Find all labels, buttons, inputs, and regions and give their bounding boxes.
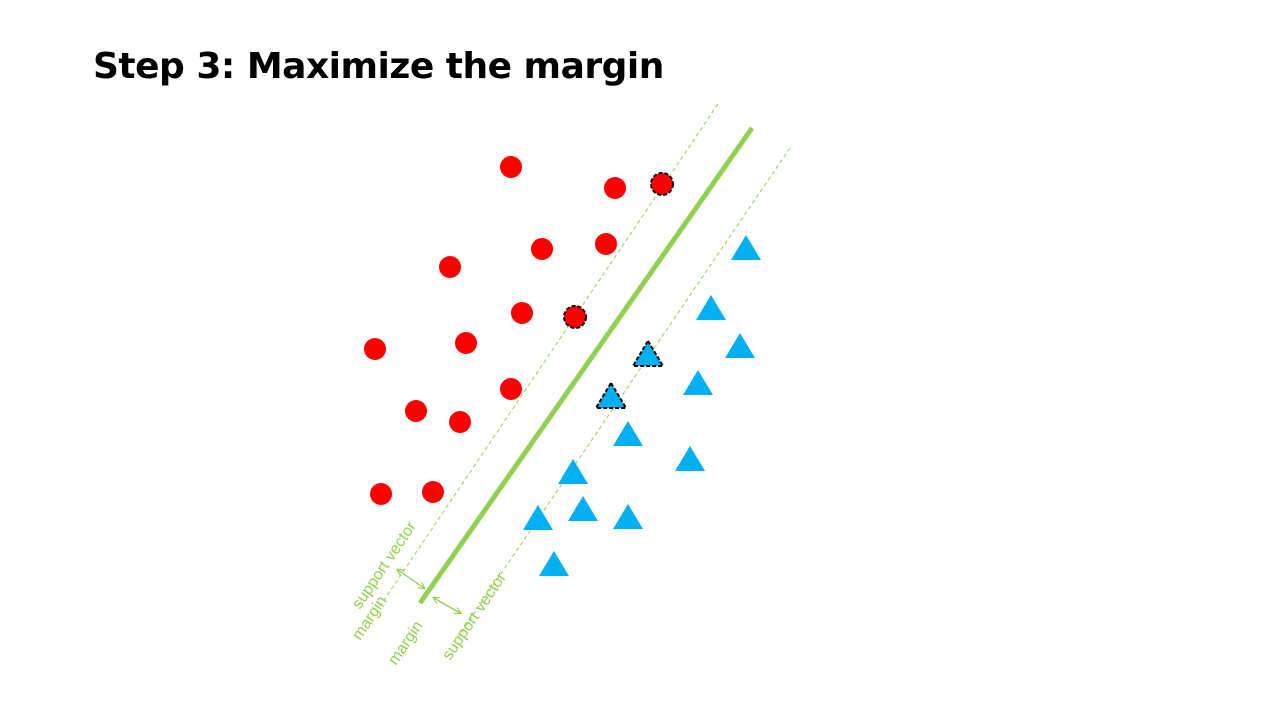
class-b-point bbox=[613, 421, 643, 446]
class-b-support-vector bbox=[631, 339, 665, 367]
class-b-point bbox=[613, 504, 643, 529]
class-a-points bbox=[364, 156, 626, 505]
class-a-point bbox=[364, 338, 386, 360]
class-a-point bbox=[449, 411, 471, 433]
lower-support-vector-label: support vector bbox=[439, 569, 510, 663]
class-a-support-vector bbox=[650, 172, 674, 196]
class-b-point bbox=[539, 551, 569, 576]
class-b-point bbox=[731, 235, 761, 260]
class-a-point bbox=[455, 332, 477, 354]
class-b-support-vector bbox=[594, 381, 628, 409]
decision-hyperplane bbox=[417, 126, 755, 605]
class-b-point bbox=[523, 505, 553, 530]
class-a-point bbox=[500, 378, 522, 400]
class-a-point bbox=[595, 233, 617, 255]
class-b-point bbox=[683, 370, 713, 395]
upper-margin-arrow bbox=[398, 570, 424, 588]
class-b-points bbox=[523, 235, 761, 576]
class-b-point bbox=[725, 333, 755, 358]
class-a-support-vector bbox=[563, 305, 587, 329]
class-a-point bbox=[511, 302, 533, 324]
class-a-point bbox=[604, 177, 626, 199]
class-b-point bbox=[675, 446, 705, 471]
class-b-point bbox=[558, 459, 588, 484]
slide-title: Step 3: Maximize the margin bbox=[93, 46, 664, 87]
class-a-point bbox=[422, 481, 444, 503]
class-b-point bbox=[696, 295, 726, 320]
class-a-point bbox=[500, 156, 522, 178]
class-a-point bbox=[405, 400, 427, 422]
class-b-point bbox=[568, 496, 598, 521]
class-a-point bbox=[370, 483, 392, 505]
lower-margin-label: margin bbox=[385, 618, 426, 668]
lower-margin-boundary bbox=[455, 147, 791, 641]
lower-margin-arrow bbox=[434, 598, 460, 613]
class-a-point bbox=[531, 238, 553, 260]
class-a-point bbox=[439, 256, 461, 278]
